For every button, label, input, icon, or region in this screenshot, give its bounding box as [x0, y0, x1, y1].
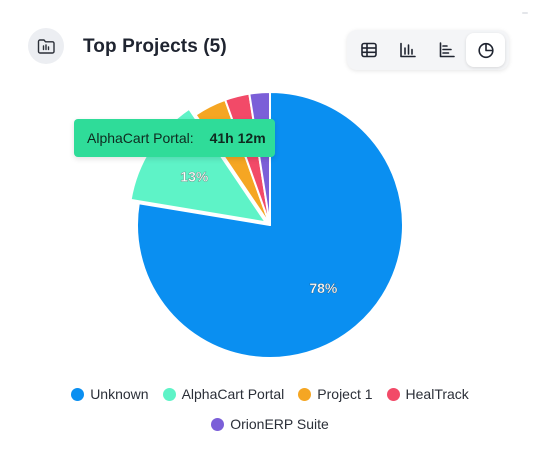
chart-legend: Unknown AlphaCart Portal Project 1 HealTrac…: [30, 385, 510, 433]
table-icon: [360, 42, 377, 58]
legend-label: OrionERP Suite: [230, 416, 329, 432]
tooltip-label: AlphaCart Portal:: [87, 130, 194, 146]
bar-chart-icon: [399, 42, 416, 58]
pie-chart-icon: [477, 42, 494, 59]
view-switcher: [347, 30, 509, 70]
folder-chart-icon: [28, 28, 64, 64]
legend-swatch: [298, 387, 312, 401]
legend-swatch: [211, 417, 225, 431]
legend-label: AlphaCart Portal: [181, 386, 285, 402]
legend-label: HealTrack: [405, 386, 469, 402]
legend-item-project-1[interactable]: Project 1: [298, 385, 373, 403]
table-view-button[interactable]: [349, 33, 388, 67]
legend-item-unknown[interactable]: Unknown: [71, 385, 149, 403]
horizontal-bar-chart-icon: [439, 42, 455, 58]
legend-swatch: [162, 387, 176, 401]
card-edge-mark: [522, 12, 528, 14]
legend-label: Unknown: [90, 386, 149, 402]
pie-chart: 78% 13%: [129, 91, 404, 359]
chart-tooltip: AlphaCart Portal: 41h 12m: [74, 119, 275, 157]
tooltip-value: 41h 12m: [209, 130, 266, 146]
legend-swatch: [386, 387, 400, 401]
horizontal-bar-view-button[interactable]: [427, 33, 466, 67]
legend-label: Project 1: [317, 386, 373, 402]
slice-data-label: 78%: [309, 280, 338, 296]
slice-data-label: 13%: [180, 168, 209, 184]
bar-view-button[interactable]: [388, 33, 427, 67]
legend-swatch: [71, 387, 85, 401]
legend-item-alphacart-portal[interactable]: AlphaCart Portal: [162, 385, 285, 403]
legend-item-orionerp-suite[interactable]: OrionERP Suite: [211, 415, 329, 433]
pie-view-button[interactable]: [466, 33, 505, 67]
legend-item-healtrack[interactable]: HealTrack: [386, 385, 469, 403]
chart-title: Top Projects (5): [83, 36, 227, 57]
